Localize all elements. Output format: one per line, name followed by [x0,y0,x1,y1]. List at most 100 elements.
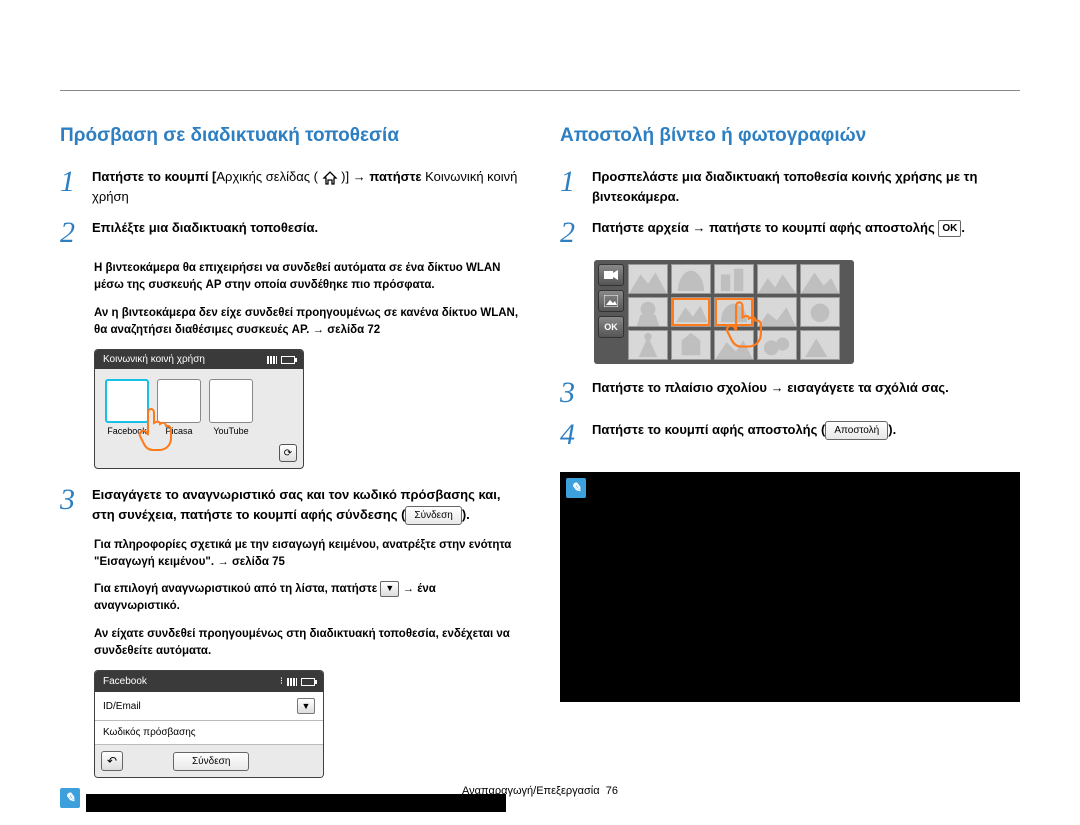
page-ref: σελίδα 75 [232,556,285,568]
share-label: YouTube [209,426,253,436]
login-site: Facebook [103,676,147,687]
ok-side-button[interactable]: OK [598,316,624,338]
arrow: → [693,220,706,235]
refresh-icon[interactable]: ⟳ [279,444,297,462]
arrow: → [217,556,229,568]
login-id-row[interactable]: ID/Email ▼ [95,692,323,721]
share-panel: Κοινωνική κοινή χρήση Facebook Picasa [94,349,304,469]
page-footer: Αναπαραγωγή/Επεξεργασία 76 [0,785,1080,797]
home-icon [322,171,338,185]
wifi-icon: ⁝ [280,676,283,687]
page-number: 76 [606,785,618,797]
touch-hand-icon [724,298,774,352]
step-number: 1 [560,167,582,206]
note: Για πληροφορίες σχετικά με την εισαγωγή … [94,537,520,572]
arrow: → [313,324,325,336]
gallery-thumb[interactable] [714,264,754,294]
text: ). [462,507,470,522]
right-step-4: 4 Πατήστε το κουμπί αφής αποστολής (Αποσ… [560,420,1020,450]
text: πατήστε το κουμπί αφής αποστολής [706,220,939,235]
footer-text: Αναπαραγωγή/Επεξεργασία [462,785,600,797]
gallery-thumb[interactable] [800,264,840,294]
right-heading: Αποστολή βίντεο ή φωτογραφιών [560,125,1020,147]
text: πατήστε [366,169,425,184]
text: εισαγάγετε τα σχόλιά σας. [784,380,949,395]
note: Η βιντεοκάμερα θα επιχειρήσει να συνδεθε… [94,260,520,295]
note-quote: Εισαγωγή κειμένου [99,556,205,568]
left-step-3: 3 Εισαγάγετε το αναγνωριστικό σας και το… [60,485,520,525]
dropdown-caret-icon[interactable]: ▼ [380,581,399,597]
note: Αν η βιντεοκάμερα δεν είχε συνδεθεί προη… [94,305,520,340]
share-title-text: Κοινωνική κοινή χρήση [103,354,205,365]
page-content: Πρόσβαση σε διαδικτυακή τοποθεσία 1 Πατή… [0,0,1080,812]
left-step-1: 1 Πατήστε το κουμπί [Αρχικής σελίδας ( )… [60,167,520,206]
note: Αν είχατε συνδεθεί προηγουμένως στη διαδ… [94,626,520,661]
back-button[interactable]: ↶ [101,751,123,771]
status-icons [267,356,295,364]
touch-hand-icon [137,405,183,455]
step-number: 3 [60,485,82,525]
gallery-thumb[interactable] [628,330,668,360]
right-column: Αποστολή βίντεο ή φωτογραφιών 1 Προσπελά… [560,125,1020,812]
arrow: → [771,380,784,395]
left-column: Πρόσβαση σε διαδικτυακή τοποθεσία 1 Πατή… [60,125,520,812]
login-pw-row[interactable]: Κωδικός πρόσβασης [95,721,323,745]
right-step-1: 1 Προσπελάστε μια διαδικτυακή τοποθεσία … [560,167,1020,206]
login-footer: ↶ Σύνδεση [95,745,323,777]
login-pw-label: Κωδικός πρόσβασης [103,727,196,738]
left-heading: Πρόσβαση σε διαδικτυακή τοποθεσία [60,125,520,147]
gallery-thumb[interactable] [671,264,711,294]
top-divider [60,90,1020,91]
share-thumb [209,379,253,423]
send-pill-button[interactable]: Αποστολή [825,421,888,440]
gallery-side-buttons: OK [598,264,624,360]
step-body: Πατήστε το κουμπί αφής αποστολής (Αποστο… [592,420,1020,450]
step-number: 2 [60,218,82,248]
text: Αρχικής σελίδας [216,169,310,184]
step-number: 4 [560,420,582,450]
info-row: ✎ [560,462,1020,702]
gallery-thumb[interactable] [800,330,840,360]
step-number: 2 [560,218,582,248]
gallery-thumb-selected[interactable] [671,297,711,327]
login-button[interactable]: Σύνδεση [173,752,249,771]
login-header: Facebook ⁝ [95,671,323,692]
text: ( [310,169,322,184]
text: )] [338,169,353,184]
movie-filter-button[interactable] [598,264,624,286]
right-step-3: 3 Πατήστε το πλαίσιο σχολίου → εισαγάγετ… [560,378,1020,408]
share-item-youtube[interactable]: YouTube [209,379,253,436]
step-body: Πατήστε το κουμπί [Αρχικής σελίδας ( )] … [92,167,520,206]
step-body: Πατήστε αρχεία → πατήστε το κουμπί αφής … [592,218,1020,248]
gallery-panel: OK [594,260,854,364]
text: Προσπελάστε μια διαδικτυακή τοποθεσία κο… [592,169,977,204]
status-icons: ⁝ [280,676,315,687]
gallery-thumb[interactable] [800,297,840,327]
gallery-thumb[interactable] [628,297,668,327]
battery-icon [281,356,295,364]
text: Πατήστε αρχεία [592,220,693,235]
step-body: Πατήστε το πλαίσιο σχολίου → εισαγάγετε … [592,378,1020,408]
note: Για επιλογή αναγνωριστικού από τη λίστα,… [94,581,520,616]
gallery-thumb[interactable] [671,330,711,360]
text: ). [888,422,896,437]
battery-icon [301,678,315,686]
photo-filter-button[interactable] [598,290,624,312]
gallery-thumb[interactable] [628,264,668,294]
right-step-2: 2 Πατήστε αρχεία → πατήστε το κουμπί αφή… [560,218,1020,248]
note-text: Αν είχατε συνδεθεί προηγουμένως στη διαδ… [94,628,510,657]
note-text: Για πληροφορίες σχετικά με την εισαγωγή … [94,539,511,551]
signal-icon [287,678,297,686]
text: Πατήστε το κουμπί αφής αποστολής ( [592,422,825,437]
redacted-block: ✎ [560,472,1020,702]
arrow: → [353,169,366,184]
gallery-thumb[interactable] [757,264,797,294]
login-pill-button[interactable]: Σύνδεση [405,506,461,525]
note-text: Αν η βιντεοκάμερα δεν είχε συνδεθεί προη… [94,307,518,336]
login-panel: Facebook ⁝ ID/Email ▼ Κωδικός πρόσβασης … [94,670,324,778]
dropdown-caret-icon[interactable]: ▼ [297,698,315,714]
step-body: Εισαγάγετε το αναγνωριστικό σας και τον … [92,485,520,525]
left-step-2: 2 Επιλέξτε μια διαδικτυακή τοποθεσία. [60,218,520,248]
ok-button[interactable]: OK [938,220,961,237]
share-footer: ⟳ [95,440,303,468]
